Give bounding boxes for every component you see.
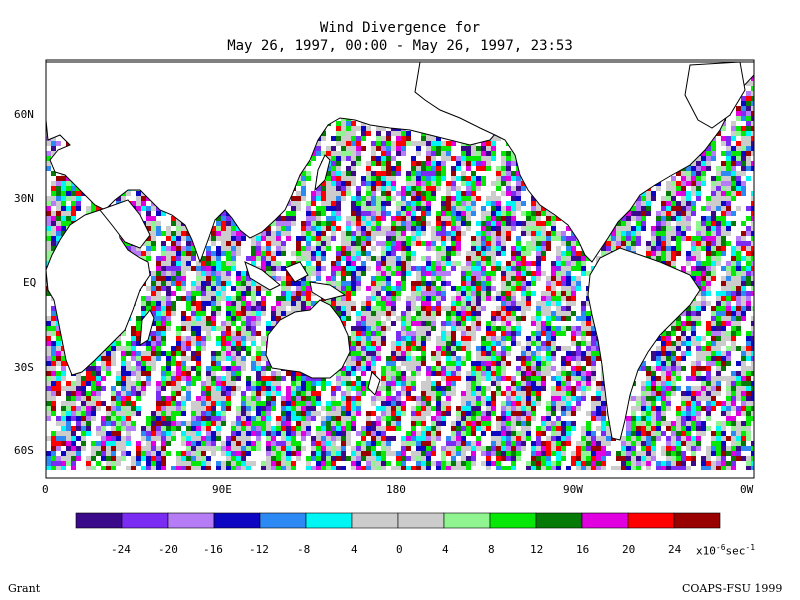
lon-label-0w: 0W bbox=[740, 483, 754, 496]
lat-label-60s: 60S bbox=[14, 444, 34, 457]
map-frame bbox=[45, 59, 755, 479]
colorbar-tick: 16 bbox=[576, 543, 590, 556]
colorbar-swatch bbox=[673, 512, 721, 529]
colorbar-swatch bbox=[397, 512, 445, 529]
colorbar-tick: 8 bbox=[488, 543, 495, 556]
lon-label-180: 180 bbox=[386, 483, 406, 496]
title-line-1: Wind Divergence for bbox=[319, 20, 481, 36]
colorbar-tick: 24 bbox=[668, 543, 682, 556]
greenland bbox=[684, 61, 746, 129]
indonesia bbox=[244, 261, 347, 301]
footer-credit: COAPS-FSU 1999 bbox=[682, 582, 783, 595]
colorbar-swatch bbox=[627, 512, 675, 529]
new-zealand bbox=[367, 371, 381, 396]
colorbar-swatch bbox=[259, 512, 307, 529]
colorbar-swatch bbox=[351, 512, 399, 529]
colorbar-tick: 20 bbox=[622, 543, 636, 556]
colorbar-tick: 4 bbox=[442, 543, 449, 556]
land-masses bbox=[46, 61, 754, 478]
colorbar-swatch bbox=[581, 512, 629, 529]
colorbar-tick: -24 bbox=[111, 543, 131, 556]
units-suffix-exp: -1 bbox=[745, 543, 756, 552]
lat-label-eq: EQ bbox=[23, 276, 37, 289]
footer-author: Grant bbox=[8, 582, 41, 595]
colorbar-units: x10-6sec-1 bbox=[696, 543, 755, 558]
japan bbox=[314, 154, 331, 192]
colorbar-swatch bbox=[167, 512, 215, 529]
lon-label-0: 0 bbox=[42, 483, 49, 496]
colorbar-tick: -16 bbox=[203, 543, 223, 556]
colorbar-swatch bbox=[75, 512, 123, 529]
lat-label-30s: 30S bbox=[14, 361, 34, 374]
lat-label-60n: 60N bbox=[14, 108, 34, 121]
colorbar-swatch bbox=[489, 512, 537, 529]
colorbar-tick: -12 bbox=[249, 543, 269, 556]
colorbar-tick: -20 bbox=[158, 543, 178, 556]
australia bbox=[265, 299, 351, 379]
colorbar-swatch bbox=[213, 512, 261, 529]
africa bbox=[46, 209, 151, 376]
lon-label-90e: 90E bbox=[212, 483, 232, 496]
colorbar-tick: 12 bbox=[530, 543, 544, 556]
colorbar bbox=[75, 512, 721, 529]
title-line-2: May 26, 1997, 00:00 - May 26, 1997, 23:5… bbox=[227, 38, 573, 54]
colorbar-swatch bbox=[443, 512, 491, 529]
units-suffix: sec bbox=[725, 544, 746, 558]
antarctica bbox=[46, 470, 754, 478]
colorbar-tick: 0 bbox=[396, 543, 403, 556]
units-prefix: x10 bbox=[696, 544, 716, 558]
south-america bbox=[587, 247, 701, 441]
colorbar-tick: -8 bbox=[297, 543, 311, 556]
colorbar-swatch bbox=[305, 512, 353, 529]
lon-label-90w: 90W bbox=[563, 483, 583, 496]
units-exp: -6 bbox=[715, 543, 726, 552]
north-america bbox=[414, 61, 754, 263]
colorbar-tick: 4 bbox=[351, 543, 358, 556]
colorbar-swatch bbox=[535, 512, 583, 529]
colorbar-swatch bbox=[121, 512, 169, 529]
lat-label-30n: 30N bbox=[14, 192, 34, 205]
arabia bbox=[99, 199, 151, 249]
madagascar bbox=[139, 309, 155, 346]
